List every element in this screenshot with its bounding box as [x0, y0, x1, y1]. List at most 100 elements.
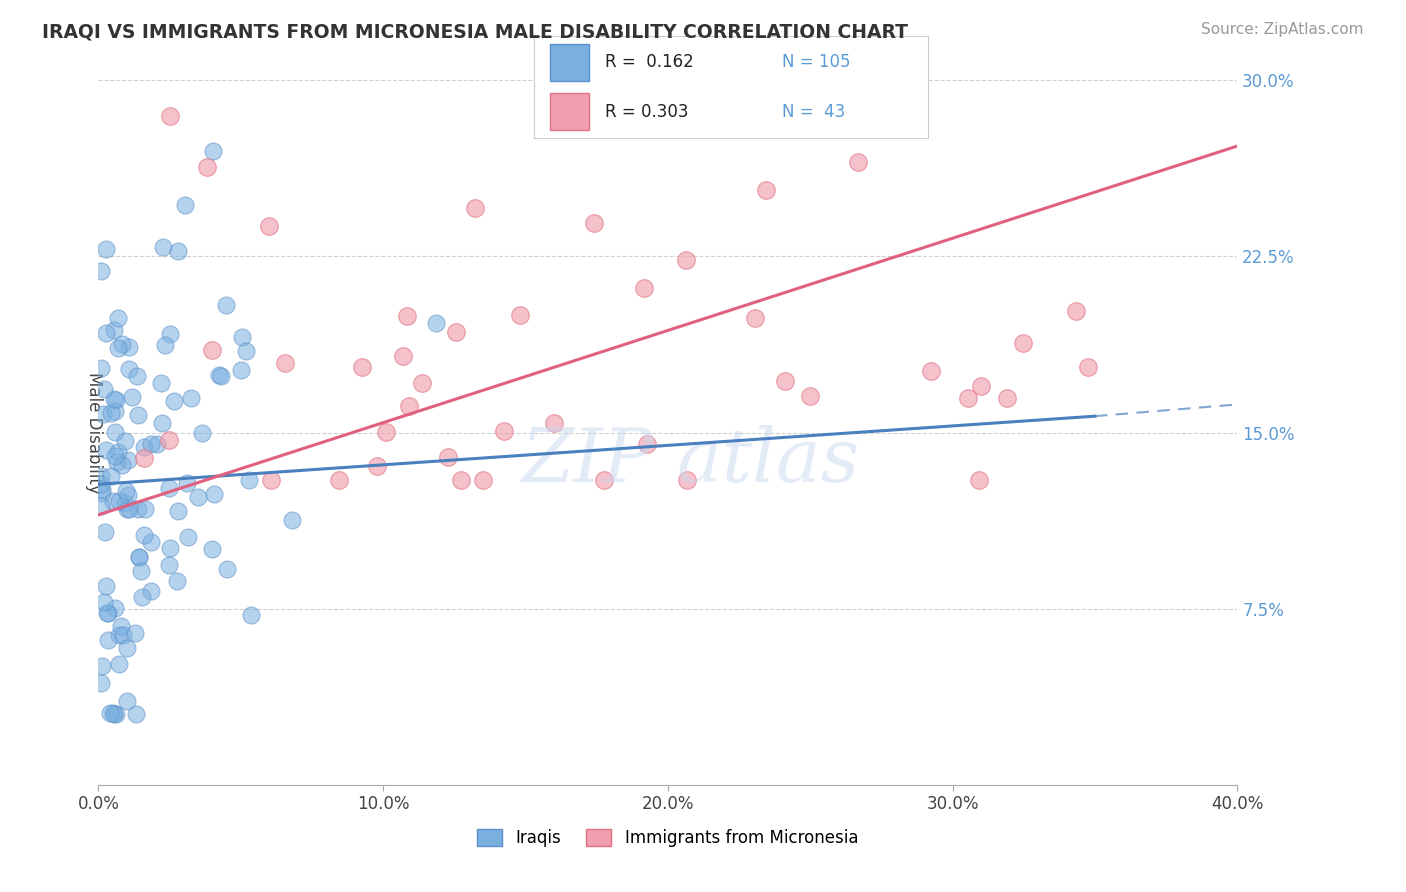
Point: [755, 183, 778, 197]
Point: [93, 382, 115, 396]
Point: [1011, 336, 1033, 351]
Point: [967, 473, 990, 487]
Point: [111, 458, 134, 472]
Point: [352, 360, 374, 375]
Point: [107, 342, 129, 356]
Point: [239, 607, 262, 622]
Text: R = 0.303: R = 0.303: [605, 103, 689, 120]
Point: [91, 658, 114, 673]
Point: [97, 633, 120, 648]
Point: [444, 325, 467, 339]
Point: [94, 579, 117, 593]
Point: [96, 242, 118, 256]
Point: [201, 541, 224, 556]
Point: [110, 618, 132, 632]
Point: [259, 473, 281, 487]
Point: [174, 198, 197, 212]
Point: [132, 451, 155, 466]
Point: [105, 393, 128, 408]
Point: [166, 244, 188, 259]
Point: [166, 574, 188, 588]
Point: [157, 433, 180, 447]
Point: [159, 108, 181, 122]
Point: [127, 408, 149, 422]
Y-axis label: Male Disability: Male Disability: [84, 372, 103, 493]
Point: [231, 330, 253, 344]
Text: IRAQI VS IMMIGRANTS FROM MICRONESIA MALE DISABILITY CORRELATION CHART: IRAQI VS IMMIGRANTS FROM MICRONESIA MALE…: [42, 22, 908, 41]
Point: [117, 694, 139, 708]
Point: [107, 444, 129, 458]
Point: [101, 494, 124, 508]
Point: [90, 485, 112, 500]
Point: [128, 550, 150, 565]
Point: [398, 399, 420, 413]
Point: [366, 458, 388, 473]
Point: [125, 368, 148, 383]
Point: [970, 379, 993, 393]
Point: [107, 627, 129, 641]
Point: [104, 404, 127, 418]
Point: [121, 390, 143, 404]
Bar: [550, 44, 589, 81]
Point: [107, 657, 129, 672]
Point: [328, 473, 350, 487]
Point: [117, 452, 139, 467]
Point: [202, 144, 225, 158]
Point: [118, 340, 141, 354]
Point: [103, 392, 125, 407]
Point: [201, 343, 224, 357]
Point: [191, 426, 214, 441]
Point: [195, 160, 218, 174]
Point: [97, 606, 120, 620]
Point: [274, 356, 297, 370]
Point: [100, 468, 122, 483]
Point: [90, 264, 112, 278]
Text: N =  43: N = 43: [782, 103, 845, 120]
Point: [117, 488, 139, 502]
Point: [235, 344, 257, 359]
Point: [132, 441, 155, 455]
Point: [464, 201, 486, 215]
Point: [167, 503, 190, 517]
Point: [1064, 304, 1087, 318]
Point: [633, 281, 655, 295]
Point: [98, 706, 121, 720]
Point: [90, 468, 112, 483]
Point: [799, 389, 821, 403]
Point: [231, 362, 253, 376]
Point: [132, 528, 155, 542]
Point: [129, 564, 152, 578]
Point: [93, 524, 115, 539]
Point: [636, 437, 658, 451]
Point: [100, 406, 122, 420]
Point: [124, 626, 146, 640]
Point: [131, 590, 153, 604]
Point: [157, 481, 180, 495]
Text: Source: ZipAtlas.com: Source: ZipAtlas.com: [1201, 22, 1364, 37]
Point: [159, 541, 181, 555]
Point: [111, 337, 134, 351]
Point: [114, 434, 136, 449]
Point: [115, 640, 138, 655]
Point: [846, 154, 869, 169]
Point: [94, 326, 117, 340]
Point: [90, 500, 112, 514]
Point: [582, 216, 605, 230]
Point: [155, 338, 177, 352]
Point: [395, 309, 418, 323]
Point: [773, 374, 796, 388]
Point: [108, 494, 131, 508]
Point: [139, 584, 162, 599]
Point: [146, 436, 169, 450]
Point: [391, 349, 413, 363]
Point: [176, 476, 198, 491]
Point: [115, 483, 138, 498]
Point: [141, 534, 163, 549]
Point: [437, 450, 460, 464]
Point: [104, 425, 127, 439]
Point: [115, 502, 138, 516]
Text: N = 105: N = 105: [782, 54, 851, 71]
Point: [91, 407, 114, 421]
Point: [920, 364, 942, 378]
Point: [112, 627, 135, 641]
